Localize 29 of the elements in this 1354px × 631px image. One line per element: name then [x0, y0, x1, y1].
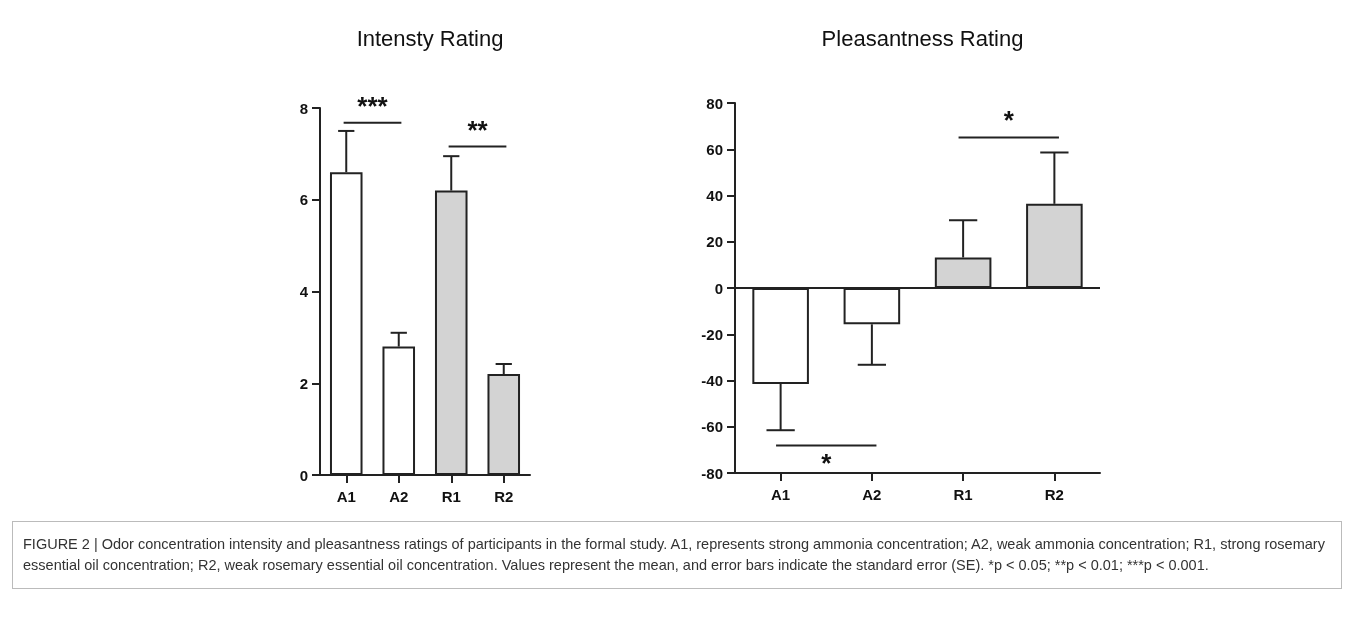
- x-tick-label: A1: [336, 488, 356, 505]
- y-tick-label: 60: [706, 140, 723, 158]
- annotation: *: [1003, 105, 1015, 136]
- y-tick-label: 40: [706, 187, 723, 204]
- y-tick-label: -60: [701, 418, 723, 436]
- y-tick-label: -80: [701, 464, 723, 482]
- chart-title: Pleasantness Rating: [821, 25, 1024, 51]
- x-tick-label: R1: [441, 488, 461, 505]
- y-tick-label: 80: [706, 94, 723, 112]
- annotation: *: [821, 447, 833, 478]
- chart-title: Intensty Rating: [356, 25, 504, 51]
- annotation: **: [467, 114, 489, 145]
- y-tick-label: -40: [701, 372, 723, 389]
- y-tick-label: 6: [299, 191, 308, 209]
- y-tick-label: 8: [299, 99, 308, 117]
- x-tick-label: A2: [389, 488, 409, 505]
- caption: FIGURE 2 | Odor concentration intensity and pleasantness ratings of participants in the formal study. A1, represents strong ammonia concentration; A2, weak ammonia concentration; R1, strong rosemary essential oil concentration; R2, weak rosemary essential oil concentration. Values represent the mean, and error bars indicate the standard error (SE). *p < 0.05; **p < 0.01; ***p < 0.001.: [12, 521, 1342, 589]
- x-tick-label: A1: [771, 486, 791, 503]
- x-tick-label: R1: [953, 486, 973, 503]
- x-tick-label: R2: [1044, 486, 1064, 503]
- y-tick-label: -20: [701, 325, 723, 343]
- annotation: ***: [357, 90, 389, 121]
- x-tick-label: R2: [494, 488, 514, 505]
- y-tick-label: 20: [706, 233, 723, 251]
- x-tick-label: A2: [862, 486, 882, 503]
- y-tick-label: 0: [714, 279, 723, 297]
- y-tick-label: 0: [299, 466, 308, 484]
- y-tick-label: 2: [299, 374, 308, 392]
- y-tick-label: 4: [299, 283, 309, 300]
